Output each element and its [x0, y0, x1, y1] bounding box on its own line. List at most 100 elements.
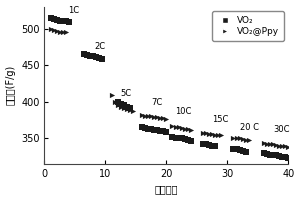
Point [188, 139, 193, 142]
Point [213, 145, 218, 148]
Point [97, 56, 102, 60]
Point [185, 138, 190, 141]
Point [57, 19, 62, 22]
Point [179, 127, 184, 130]
Point [94, 55, 99, 58]
Point [67, 20, 71, 24]
Point [128, 107, 132, 110]
Point [243, 150, 248, 153]
Point [170, 135, 175, 139]
Point [158, 129, 163, 133]
Point [237, 149, 242, 152]
Point [204, 132, 208, 135]
Point [149, 127, 154, 130]
Point [185, 127, 190, 130]
Point [240, 149, 245, 152]
Point [231, 136, 236, 139]
Point [176, 137, 181, 140]
Point [121, 104, 126, 107]
Point [130, 109, 135, 112]
Point [128, 108, 132, 111]
Point [286, 146, 291, 149]
Point [143, 127, 148, 130]
Point [51, 28, 56, 32]
Point [262, 151, 266, 155]
Point [146, 115, 151, 118]
Point [60, 19, 65, 22]
Point [161, 129, 166, 133]
Point [140, 113, 144, 117]
X-axis label: 循环次数: 循环次数 [154, 184, 178, 194]
Text: 2C: 2C [94, 42, 106, 51]
Point [88, 53, 93, 57]
Point [268, 153, 272, 156]
Point [271, 154, 275, 157]
Point [54, 18, 59, 21]
Point [246, 138, 251, 141]
Point [152, 116, 157, 119]
Y-axis label: 比容量(F/g): 比容量(F/g) [6, 65, 16, 105]
Point [286, 157, 291, 160]
Point [124, 108, 129, 111]
Point [231, 147, 236, 150]
Point [140, 126, 144, 129]
Point [283, 145, 288, 148]
Point [201, 142, 206, 145]
Point [164, 117, 169, 120]
Point [280, 144, 285, 147]
Point [63, 31, 68, 34]
Point [85, 53, 89, 57]
Point [265, 142, 269, 145]
Point [63, 20, 68, 23]
Point [240, 138, 245, 141]
Point [54, 29, 59, 32]
Point [243, 138, 248, 141]
Point [88, 54, 93, 57]
Point [48, 17, 53, 20]
Point [152, 128, 157, 131]
Point [91, 54, 96, 57]
Point [115, 100, 120, 103]
Text: 1C: 1C [68, 6, 79, 15]
Point [109, 93, 114, 96]
Point [164, 130, 169, 133]
Point [85, 53, 89, 56]
Point [161, 116, 166, 120]
Point [173, 136, 178, 139]
Point [234, 137, 239, 140]
Point [188, 128, 193, 131]
Point [182, 138, 187, 141]
Point [283, 156, 288, 159]
Point [143, 114, 148, 117]
Point [277, 144, 282, 147]
Point [213, 133, 218, 136]
Point [265, 152, 269, 155]
Point [277, 154, 282, 158]
Point [268, 143, 272, 146]
Point [173, 125, 178, 128]
Point [51, 18, 56, 21]
Point [179, 137, 184, 140]
Point [91, 55, 96, 58]
Point [155, 116, 160, 119]
Point [176, 126, 181, 129]
Point [121, 107, 126, 110]
Point [219, 134, 224, 137]
Point [262, 141, 266, 144]
Text: 5C: 5C [121, 89, 132, 98]
Point [57, 30, 62, 33]
Point [115, 104, 120, 107]
Point [48, 28, 53, 31]
Point [124, 105, 129, 109]
Point [82, 52, 86, 55]
Text: 15C: 15C [212, 115, 229, 124]
Point [274, 154, 278, 157]
Point [207, 132, 212, 136]
Text: 7C: 7C [151, 98, 162, 107]
Point [210, 132, 214, 136]
Point [271, 143, 275, 146]
Point [100, 57, 105, 60]
Point [280, 155, 285, 158]
Point [216, 133, 220, 136]
Point [94, 56, 99, 59]
